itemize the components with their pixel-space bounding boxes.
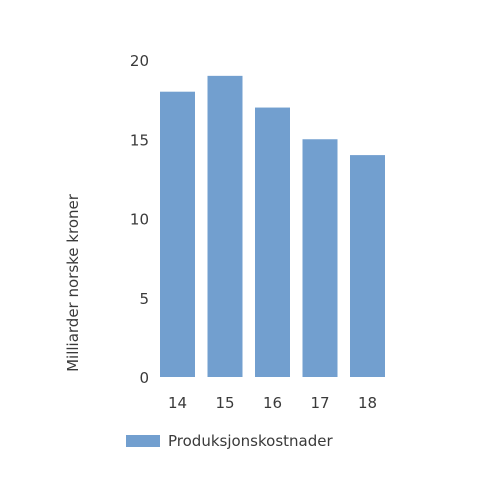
y-axis-label: Milliarder norske kroner	[64, 193, 82, 372]
x-tick-label-14: 14	[168, 394, 187, 412]
x-tick-label-16: 16	[263, 394, 282, 412]
bar-15	[207, 75, 243, 377]
bar-18	[350, 155, 385, 377]
y-tick-labels: 0 5 10 15 20	[130, 52, 149, 387]
legend-swatch	[126, 435, 160, 447]
y-tick-label-10: 10	[130, 211, 149, 229]
bar-14	[160, 91, 195, 377]
y-tick-label-15: 15	[130, 131, 149, 149]
y-tick-label-5: 5	[139, 290, 149, 308]
legend: Produksjonskostnader	[126, 432, 333, 450]
x-tick-label-15: 15	[215, 394, 234, 412]
legend-label: Produksjonskostnader	[168, 432, 333, 450]
x-tick-labels: 14 15 16 17 18	[168, 394, 377, 412]
x-tick-label-17: 17	[310, 394, 329, 412]
y-tick-label-20: 20	[130, 52, 149, 70]
bar-16	[255, 107, 290, 378]
x-tick-label-18: 18	[358, 394, 377, 412]
y-tick-label-0: 0	[139, 369, 149, 387]
bars	[160, 75, 385, 378]
bar-17	[302, 139, 338, 377]
